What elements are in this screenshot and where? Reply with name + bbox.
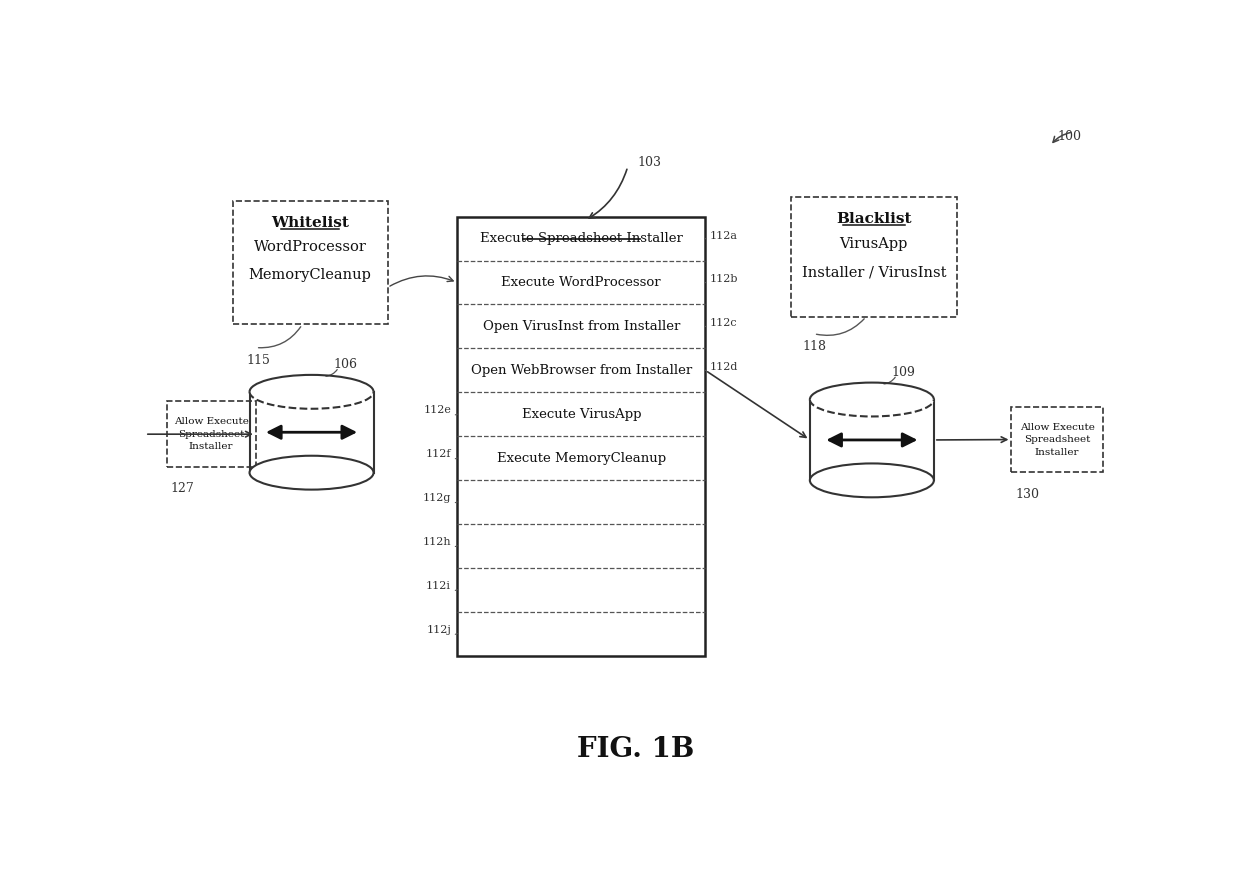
Text: Execute Spreadsheet Installer: Execute Spreadsheet Installer [480, 232, 683, 245]
Bar [249, 392, 373, 472]
Text: Allow Execute
Spreadsheet
Installer: Allow Execute Spreadsheet Installer [174, 417, 249, 452]
Text: 112d: 112d [709, 362, 738, 372]
Text: 112b: 112b [709, 275, 738, 284]
Bar [233, 201, 387, 325]
Ellipse shape [810, 464, 934, 497]
Text: 112j: 112j [427, 625, 451, 634]
Text: 103: 103 [637, 157, 661, 169]
Text: 112f: 112f [425, 449, 451, 459]
Bar [791, 198, 957, 317]
Text: 130: 130 [1016, 487, 1039, 500]
Bar [166, 402, 255, 467]
Text: 112h: 112h [423, 537, 451, 547]
Text: 115: 115 [247, 354, 270, 367]
Text: 112e: 112e [423, 405, 451, 416]
Text: Open WebBrowser from Installer: Open WebBrowser from Installer [471, 364, 692, 377]
Ellipse shape [249, 374, 373, 409]
Text: 112a: 112a [709, 230, 738, 241]
Text: MemoryCleanup: MemoryCleanup [248, 268, 372, 282]
Text: Execute VirusApp: Execute VirusApp [522, 408, 641, 421]
Text: 118: 118 [802, 340, 826, 353]
Text: 112g: 112g [423, 493, 451, 503]
Text: Blacklist: Blacklist [836, 212, 911, 226]
Text: 100: 100 [1058, 130, 1081, 144]
Text: 112i: 112i [427, 581, 451, 591]
Text: VirusApp: VirusApp [839, 236, 908, 250]
Text: 127: 127 [171, 482, 195, 495]
Text: Whitelist: Whitelist [272, 216, 348, 230]
Text: 112c: 112c [709, 318, 738, 328]
Text: Execute MemoryCleanup: Execute MemoryCleanup [497, 452, 666, 465]
Text: WordProcessor: WordProcessor [253, 241, 367, 255]
Text: Open VirusInst from Installer: Open VirusInst from Installer [482, 320, 680, 332]
Ellipse shape [810, 382, 934, 416]
Ellipse shape [249, 456, 373, 490]
Text: Installer / VirusInst: Installer / VirusInst [801, 266, 946, 280]
Bar [458, 217, 706, 655]
Text: FIG. 1B: FIG. 1B [577, 736, 694, 763]
Text: Allow Execute
Spreadsheet
Installer: Allow Execute Spreadsheet Installer [1019, 423, 1095, 457]
Text: 109: 109 [892, 366, 915, 379]
Text: 106: 106 [334, 358, 357, 371]
Text: Execute WordProcessor: Execute WordProcessor [501, 276, 661, 289]
Bar [1012, 407, 1102, 472]
Bar [810, 400, 934, 480]
